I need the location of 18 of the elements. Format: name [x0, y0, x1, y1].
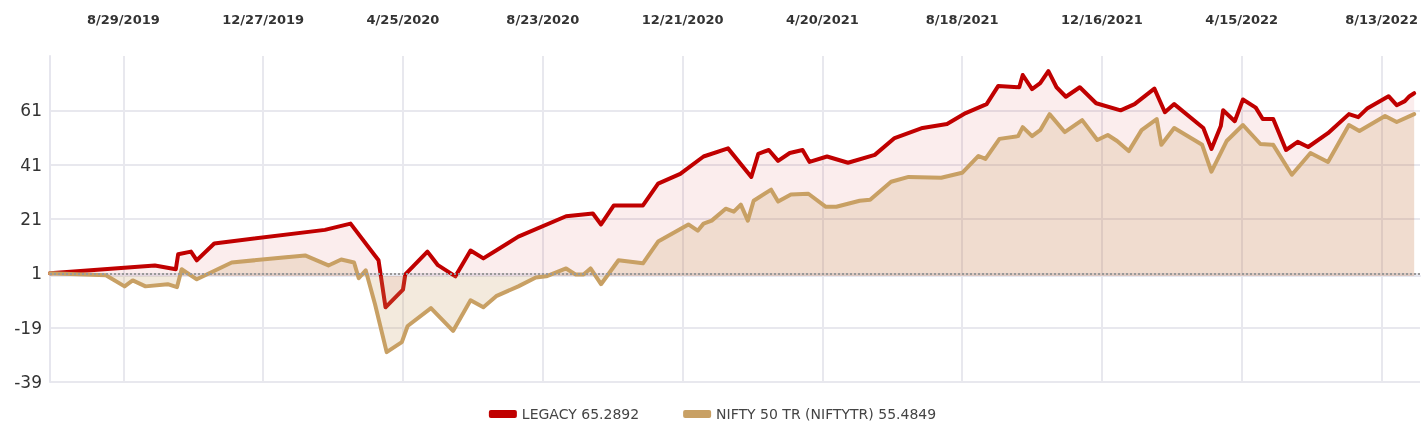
y-tick-label: -39	[14, 372, 42, 392]
x-tick-label: 12/16/2021	[1061, 12, 1143, 27]
x-tick-label: 4/15/2022	[1205, 12, 1279, 27]
y-tick-label: 21	[20, 209, 42, 229]
x-tick-label: 12/21/2020	[641, 12, 724, 27]
legend-label: NIFTY 50 TR (NIFTYTR) 55.4849	[716, 406, 937, 422]
x-tick-label: 8/29/2019	[86, 12, 160, 27]
y-tick-label: 1	[31, 263, 42, 284]
x-tick-label: 8/13/2022	[1345, 12, 1418, 27]
x-tick-label: 12/27/2019	[222, 12, 305, 27]
x-tick-label: 4/25/2020	[366, 12, 440, 27]
legend-label: LEGACY 65.2892	[521, 406, 640, 422]
y-tick-label: 61	[20, 100, 42, 121]
y-tick-label: -19	[14, 317, 42, 338]
x-tick-label: 8/23/2020	[506, 12, 580, 27]
y-tick-label: 41	[20, 154, 42, 175]
x-tick-label: 4/20/2021	[785, 12, 859, 27]
x-tick-label: 8/18/2021	[925, 12, 999, 27]
